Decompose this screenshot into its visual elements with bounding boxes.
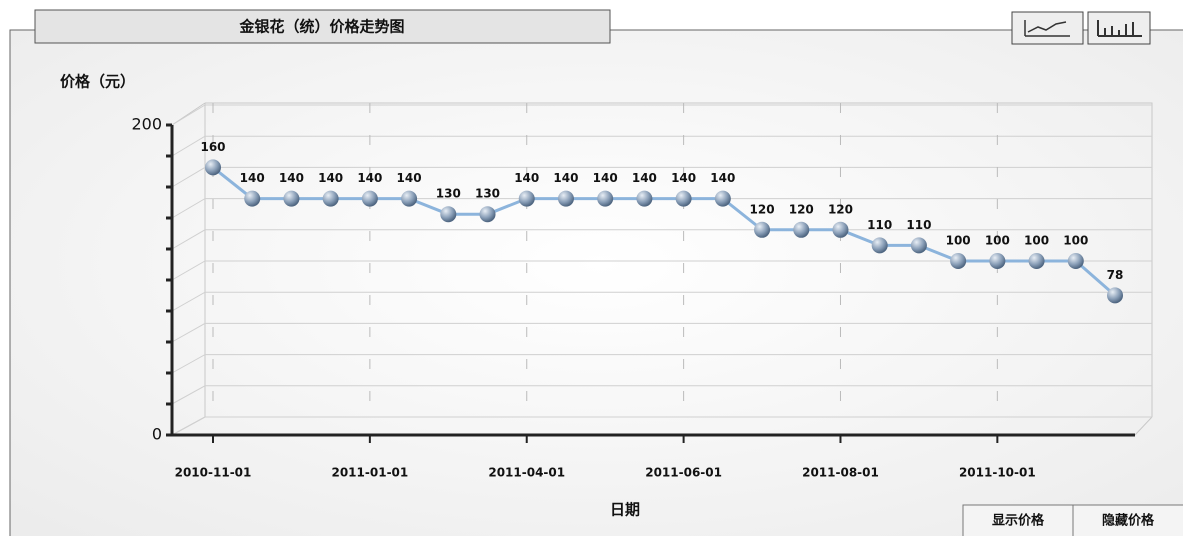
point [1067, 253, 1084, 269]
point [950, 253, 967, 269]
value-label: 140 [318, 171, 343, 185]
y-axis-label: 价格（元） [60, 73, 135, 91]
value-label: 140 [357, 171, 382, 185]
grid-line [171, 104, 1152, 126]
bar-icon [1097, 20, 1142, 37]
value-label: 130 [475, 187, 500, 201]
value-label: 100 [1024, 234, 1049, 248]
point [871, 237, 888, 254]
button-label: 隐藏价格 [1102, 513, 1155, 529]
point [1107, 287, 1123, 304]
value-label: 130 [436, 187, 461, 201]
value-label: 78 [1107, 268, 1124, 282]
point [1028, 253, 1045, 269]
grid-line [171, 416, 1152, 436]
value-label: 140 [240, 171, 265, 185]
point [636, 190, 653, 207]
point [283, 190, 300, 207]
value-label: 120 [789, 202, 814, 216]
value-label: 160 [200, 140, 225, 154]
value-label: 110 [867, 218, 892, 232]
x-tick-label: 2011-01-01 [331, 466, 408, 480]
point [440, 206, 457, 223]
chart-type-buttons [1011, 11, 1151, 45]
price-buttons: 显示价格 隐藏价格 [962, 504, 1183, 536]
line-chart-button[interactable] [1011, 11, 1084, 45]
x-tick-label: 2011-04-01 [488, 466, 565, 480]
point [675, 190, 692, 207]
point [714, 190, 731, 207]
value-label: 120 [828, 202, 853, 216]
value-label: 140 [671, 171, 696, 185]
grid-line [171, 135, 1152, 157]
value-label: 110 [906, 218, 931, 232]
value-label: 120 [750, 202, 775, 216]
point [322, 190, 339, 207]
x-tick-label: 2010-11-01 [175, 466, 252, 480]
value-label: 140 [593, 171, 618, 185]
value-label: 140 [710, 171, 735, 185]
point [989, 253, 1006, 269]
point [557, 190, 574, 207]
point [910, 237, 927, 254]
x-tick-label: 2011-06-01 [645, 466, 722, 480]
title-tab [34, 9, 611, 44]
y-tick-label: 200 [131, 115, 162, 134]
point [793, 221, 810, 238]
grid-line [171, 322, 1152, 343]
value-label: 140 [397, 171, 422, 185]
value-label: 100 [1063, 234, 1088, 248]
plot-box [171, 102, 1153, 436]
value-label: 140 [514, 171, 539, 185]
point [832, 221, 849, 238]
value-label: 100 [985, 234, 1010, 248]
grid-line [171, 198, 1152, 219]
point [401, 190, 418, 207]
value-label: 100 [946, 234, 971, 248]
panel [10, 30, 1183, 536]
x-tick-label: 2011-08-01 [802, 466, 879, 480]
point [754, 221, 771, 238]
point [361, 190, 378, 207]
grid-line [171, 385, 1152, 405]
point [244, 190, 261, 207]
grid-line [171, 354, 1152, 374]
x-tick-label: 2011-10-01 [959, 466, 1036, 480]
point [597, 190, 614, 207]
point [205, 159, 221, 176]
value-label: 140 [279, 171, 304, 185]
show-price-button[interactable] [962, 504, 1074, 536]
value-label: 140 [632, 171, 657, 185]
grid-line [171, 260, 1152, 281]
hide-price-button[interactable] [1072, 504, 1183, 536]
x-axis-label: 日期 [610, 501, 640, 519]
y-tick-label: 0 [152, 425, 162, 444]
point [479, 206, 496, 223]
frame [9, 29, 1183, 536]
button-label: 显示价格 [992, 513, 1045, 529]
point [518, 190, 535, 207]
title: 金银花（统）价格走势图 [238, 18, 404, 36]
value-label: 140 [553, 171, 578, 185]
grid-line [171, 291, 1152, 312]
line-icon [1024, 20, 1070, 37]
